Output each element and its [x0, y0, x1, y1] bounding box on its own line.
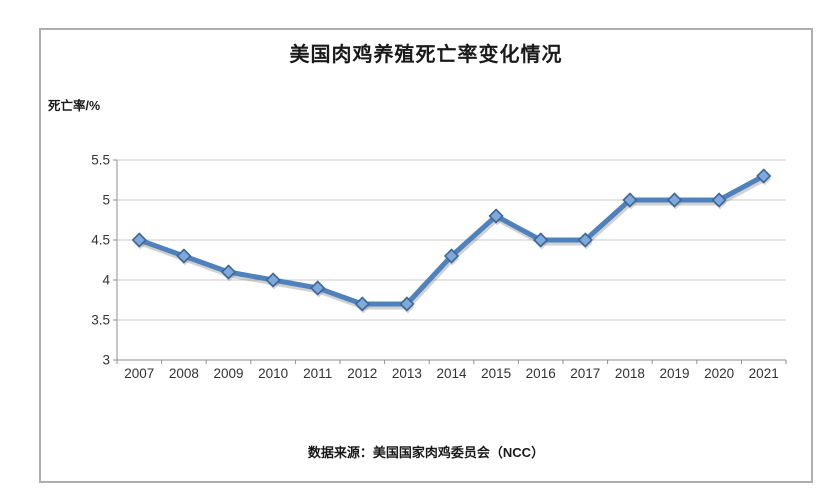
x-axis-tick-label: 2015	[481, 366, 511, 381]
x-axis-tick-label: 2012	[347, 366, 377, 381]
data-point-marker	[399, 296, 415, 312]
data-point-marker	[265, 272, 281, 288]
x-axis-tick-label: 2007	[124, 366, 154, 381]
y-axis-tick-label: 5	[102, 193, 110, 208]
y-axis-tick-label: 3.5	[91, 313, 110, 328]
x-axis-tick-label: 2013	[392, 366, 422, 381]
data-point-marker	[488, 208, 504, 224]
data-point-marker	[354, 296, 370, 312]
data-point-marker	[443, 248, 460, 264]
data-point-marker	[622, 192, 638, 208]
x-axis-tick-label: 2010	[258, 366, 288, 381]
data-point-marker	[666, 192, 683, 208]
x-axis-tick-label: 2021	[749, 366, 779, 381]
x-axis-tick-label: 2018	[615, 366, 645, 381]
chart-title: 美国肉鸡养殖死亡率变化情况	[289, 44, 563, 66]
y-axis-tick-label: 4	[102, 273, 110, 288]
x-axis-tick-label: 2011	[303, 366, 332, 381]
data-point-marker	[756, 168, 772, 184]
y-axis-unit-label: 死亡率/%	[48, 99, 101, 113]
data-point-marker	[533, 232, 549, 248]
x-axis-tick-label: 2016	[526, 366, 556, 381]
data-point-marker	[131, 232, 147, 248]
y-axis-tick-label: 3	[102, 353, 110, 368]
x-axis-tick-label: 2009	[213, 366, 243, 381]
chart-frame	[39, 28, 813, 483]
data-point-marker	[220, 264, 237, 280]
x-axis-tick-label: 2017	[570, 366, 600, 381]
y-axis-tick-label: 4.5	[91, 233, 110, 248]
x-axis-tick-label: 2008	[169, 366, 199, 381]
data-source-note: 数据来源：美国国家肉鸡委员会（NCC）	[307, 445, 545, 460]
data-point-marker	[310, 280, 326, 296]
x-axis-tick-label: 2020	[704, 366, 734, 381]
y-axis-tick-label: 5.5	[91, 153, 110, 168]
x-axis-tick-label: 2014	[436, 366, 467, 381]
data-point-marker	[577, 232, 593, 248]
data-point-marker	[711, 192, 727, 208]
data-point-marker	[176, 248, 192, 264]
x-axis-tick-label: 2019	[659, 366, 689, 381]
